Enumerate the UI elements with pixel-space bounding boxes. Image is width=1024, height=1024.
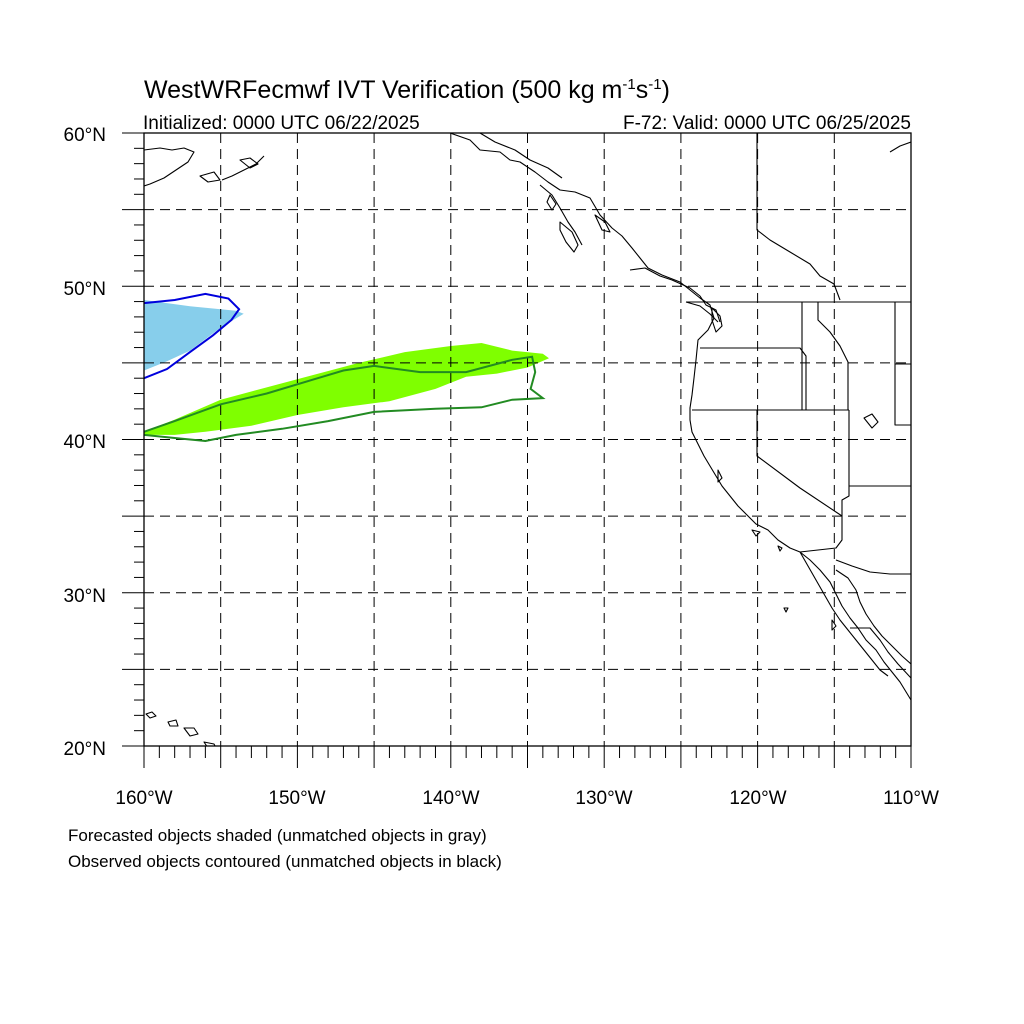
coastlines xyxy=(144,133,911,746)
legend-note-observed: Observed objects contoured (unmatched ob… xyxy=(68,852,502,871)
lat-label-20n: 20°N xyxy=(64,739,106,760)
observed-objects xyxy=(144,292,546,443)
lon-label-160w: 160°W xyxy=(115,788,172,809)
init-time-label: Initialized: 0000 UTC 06/22/2025 xyxy=(143,113,420,134)
forecast-objects xyxy=(144,300,549,435)
lon-label-120w: 120°W xyxy=(729,788,786,809)
graticule xyxy=(144,133,911,746)
axis-ticks xyxy=(122,132,912,768)
lat-label-50n: 50°N xyxy=(64,279,106,300)
lat-label-60n: 60°N xyxy=(64,125,106,146)
forecast-object-matched xyxy=(144,343,549,435)
lon-label-130w: 130°W xyxy=(575,788,632,809)
lat-label-40n: 40°N xyxy=(64,432,106,453)
longitude-labels: 160°W 150°W 140°W 130°W 120°W 110°W xyxy=(115,788,939,809)
observed-object-matched xyxy=(144,355,546,443)
lat-label-30n: 30°N xyxy=(64,586,106,607)
latitude-labels: 60°N 50°N 40°N 30°N 20°N xyxy=(64,125,106,760)
lon-label-140w: 140°W xyxy=(422,788,479,809)
valid-time-label: F-72: Valid: 0000 UTC 06/25/2025 xyxy=(623,113,911,134)
observed-object-unmatched xyxy=(144,292,241,380)
legend-note-forecast: Forecasted objects shaded (unmatched obj… xyxy=(68,826,487,845)
map-title: WestWRFecmwf IVT Verification (500 kg m-… xyxy=(144,76,670,104)
lon-label-110w: 110°W xyxy=(883,788,939,809)
forecast-object-unmatched xyxy=(144,300,244,371)
lon-label-150w: 150°W xyxy=(268,788,325,809)
